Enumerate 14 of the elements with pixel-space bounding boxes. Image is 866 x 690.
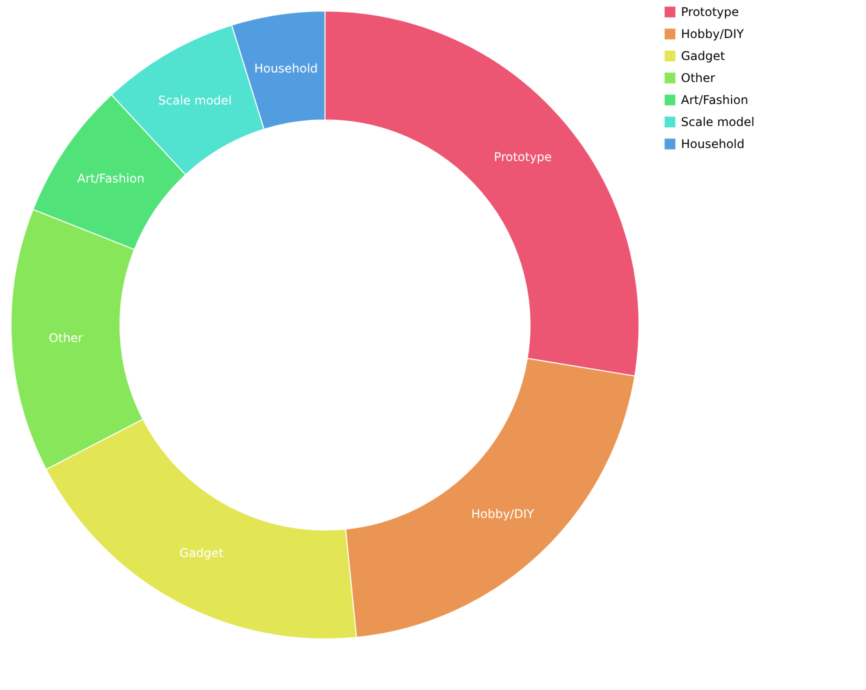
legend-label: Household <box>681 137 745 151</box>
slice-label: Art/Fashion <box>77 171 144 186</box>
slice-label: Hobby/DIY <box>471 507 535 522</box>
legend-label: Other <box>681 71 716 85</box>
slice-label: Household <box>254 61 318 76</box>
legend-label: Scale model <box>681 115 754 129</box>
legend-label: Gadget <box>681 49 726 63</box>
slice-label: Other <box>48 331 83 346</box>
slice-label: Scale model <box>158 93 232 108</box>
legend-label: Hobby/DIY <box>681 27 745 41</box>
legend-label: Prototype <box>681 5 739 19</box>
slice-label: Prototype <box>494 150 552 164</box>
slice-label: Gadget <box>179 546 224 560</box>
legend-label: Art/Fashion <box>681 93 748 107</box>
